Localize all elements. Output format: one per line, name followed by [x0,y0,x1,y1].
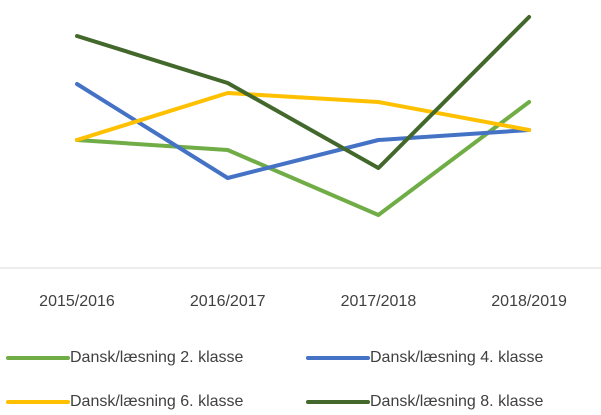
series-line [75,82,532,180]
series-line [75,15,532,170]
x-tick-label: 2015/2016 [39,293,115,310]
legend-label: Dansk/læsning 8. klasse [370,393,544,410]
legend-label: Dansk/læsning 4. klasse [370,349,544,366]
x-tick-label: 2016/2017 [190,293,266,310]
x-tick-label: 2018/2019 [491,293,567,310]
legend-label: Dansk/læsning 2. klasse [70,349,244,366]
legend-label: Dansk/læsning 6. klasse [70,393,244,410]
x-tick-label: 2017/2018 [341,293,417,310]
series-line [75,91,532,142]
series-line [75,100,532,217]
